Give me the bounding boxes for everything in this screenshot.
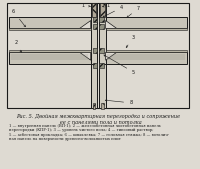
Bar (93, 17, 97, 21)
Text: 8: 8 (105, 100, 132, 105)
Bar (93, 48, 97, 53)
Bar (9, 50, 91, 52)
Bar (99, 64, 106, 108)
Text: 2: 2 (15, 40, 21, 52)
Text: 1: 1 (82, 3, 90, 8)
Bar (9, 17, 91, 28)
Bar (106, 28, 187, 30)
Bar (9, 52, 91, 64)
Bar (9, 28, 91, 30)
Text: 3: 3 (126, 35, 135, 47)
Bar (99, 63, 104, 68)
Bar (99, 25, 104, 29)
Text: 4: 4 (103, 5, 123, 17)
Text: 7: 7 (127, 6, 140, 17)
Bar (106, 17, 187, 28)
Bar (91, 3, 97, 108)
Text: 5: 5 (104, 55, 135, 75)
Bar (91, 64, 97, 108)
Bar (106, 50, 187, 52)
Bar (106, 52, 187, 64)
Text: 1 — внутренняя панель (ВП-1); 2 — железобетонная чистобетонная панель
перегородк: 1 — внутренняя панель (ВП-1); 2 — железо… (9, 124, 169, 141)
Text: 1: 1 (102, 3, 110, 8)
Text: 6: 6 (12, 9, 25, 27)
Bar (7, 3, 189, 108)
Bar (99, 3, 106, 108)
Polygon shape (80, 52, 91, 60)
Bar (100, 3, 105, 17)
Bar (99, 17, 104, 21)
Polygon shape (106, 20, 117, 28)
Bar (101, 103, 104, 109)
Bar (99, 48, 104, 53)
Polygon shape (80, 20, 91, 28)
Bar (92, 3, 96, 17)
Bar (93, 63, 97, 68)
Bar (93, 25, 97, 29)
Bar (93, 103, 95, 109)
Text: Рис. 5. Двойная межквартирная перегородка и сопряжение
   ее с панелями пола и п: Рис. 5. Двойная межквартирная перегородк… (16, 114, 180, 125)
Polygon shape (106, 52, 117, 60)
